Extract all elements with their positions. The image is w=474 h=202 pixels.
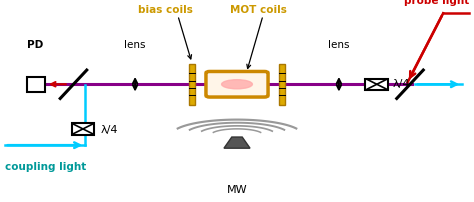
Bar [279,65,285,105]
Text: lens: lens [124,40,146,49]
FancyBboxPatch shape [206,72,268,98]
Text: coupling light: coupling light [5,162,86,171]
Bar [189,65,195,105]
Text: MW: MW [227,184,247,194]
Bar [72,124,94,135]
Text: λ/4: λ/4 [392,79,410,89]
Text: probe light: probe light [404,0,469,6]
Text: lens: lens [328,40,350,49]
Ellipse shape [221,80,252,89]
Text: λ/4: λ/4 [101,124,118,134]
Text: PD: PD [27,40,44,49]
Text: bias coils: bias coils [138,5,193,15]
Bar [365,79,388,90]
Text: MOT coils: MOT coils [230,5,287,15]
Bar [27,77,45,93]
Polygon shape [224,137,250,148]
